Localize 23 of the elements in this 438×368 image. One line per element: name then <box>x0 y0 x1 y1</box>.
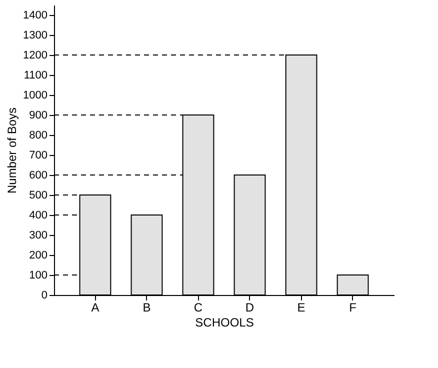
y-tick-label: 900 <box>29 110 48 122</box>
y-tick-label: 700 <box>29 150 48 162</box>
y-axis-title: Number of Boys <box>5 107 20 194</box>
y-tick-label: 400 <box>29 210 48 222</box>
y-tick-label: 800 <box>29 130 48 142</box>
x-tick-label: F <box>349 300 356 314</box>
y-tick-label: 0 <box>41 290 48 302</box>
y-tick-label: 1100 <box>24 70 48 82</box>
x-tick-label: E <box>297 300 306 314</box>
x-tick-label: B <box>142 300 151 314</box>
y-tick-label: 600 <box>29 170 48 182</box>
y-tick-label: 100 <box>29 270 48 282</box>
x-tick-label: A <box>91 300 100 314</box>
y-tick-label: 1300 <box>23 30 48 42</box>
x-tick-label: D <box>245 300 254 314</box>
x-tick-label: C <box>194 300 203 314</box>
y-tick-label: 1400 <box>23 10 48 22</box>
y-tick-label: 1000 <box>23 90 48 102</box>
y-tick-label: 200 <box>29 250 48 262</box>
x-axis-title: SCHOOLS <box>195 316 254 330</box>
y-tick-label: 300 <box>29 230 48 242</box>
y-tick-label: 1200 <box>23 50 48 62</box>
y-tick-label: 500 <box>29 190 48 202</box>
